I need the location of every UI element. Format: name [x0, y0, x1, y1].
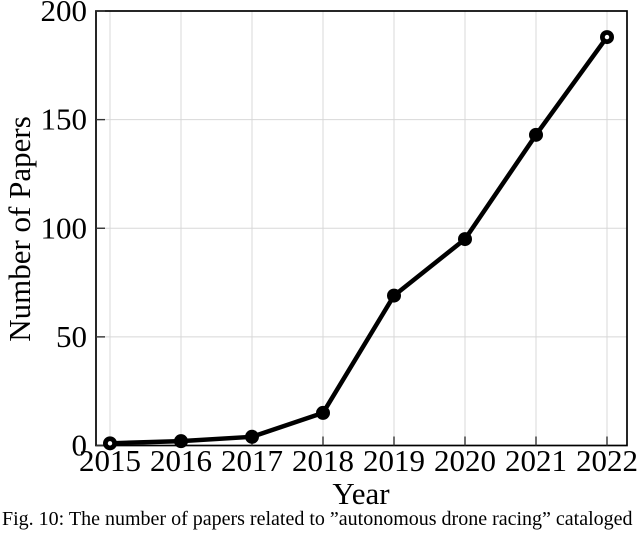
y-tick-label: 100 [41, 210, 88, 245]
y-tick-label: 0 [72, 428, 88, 463]
x-tick-label: 2019 [363, 443, 425, 478]
x-tick-label: 2021 [505, 443, 567, 478]
data-point-marker [387, 288, 401, 303]
x-tick-label: 2017 [221, 443, 283, 478]
y-tick-label: 150 [41, 102, 88, 137]
marker-center-dot [604, 34, 610, 40]
x-tick-label: 2016 [150, 443, 212, 478]
y-tick-label: 50 [56, 319, 87, 354]
x-tick-label: 2015 [79, 443, 141, 478]
y-axis-title: Number of Papers [2, 116, 37, 342]
data-point-marker [316, 405, 330, 420]
data-point-marker [529, 127, 543, 142]
figure-caption: Fig. 10: The number of papers related to… [2, 508, 633, 530]
data-series [103, 30, 614, 451]
x-axis-title: Year [332, 476, 390, 511]
x-tick-label: 2022 [576, 443, 638, 478]
data-line [107, 34, 610, 446]
marker-center-dot [107, 441, 113, 446]
x-tick-label: 2020 [434, 443, 496, 478]
data-point-marker [458, 232, 472, 247]
data-point-marker [174, 434, 188, 449]
x-tick-label: 2018 [292, 443, 354, 478]
tick-labels: 2015 2016 2017 2018 2019 2020 2021 2022 0 50 100 15… [41, 0, 639, 478]
data-point-marker [245, 429, 259, 444]
y-tick-label: 200 [41, 0, 88, 28]
gridlines [96, 10, 627, 446]
